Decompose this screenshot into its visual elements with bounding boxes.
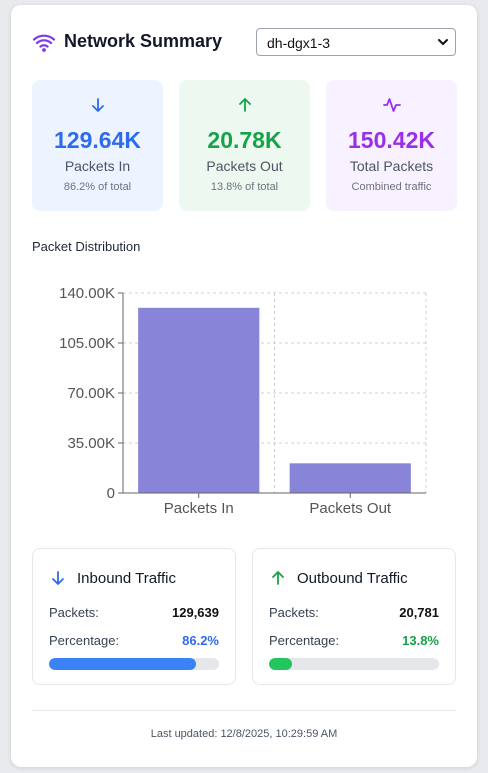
y-tick-label: 70.00K (67, 385, 115, 402)
host-select[interactable]: dh-dgx1-3 (256, 28, 456, 56)
y-tick-label: 105.00K (59, 335, 115, 352)
inbound-progress-bar (49, 658, 219, 670)
stat-packets-out: 20.78K Packets Out 13.8% of total (179, 80, 310, 211)
stat-label: Packets In (64, 158, 131, 174)
bar-packets-in (138, 307, 260, 493)
outbound-traffic-card: Outbound Traffic Packets: 20,781 Percent… (252, 548, 456, 685)
percentage-value: 13.8% (402, 633, 439, 648)
inbound-progress-fill (49, 658, 196, 670)
packets-value: 129,639 (172, 605, 219, 620)
stat-label: Packets Out (206, 158, 283, 174)
wifi-icon (32, 34, 56, 52)
arrow-down-icon (91, 98, 104, 112)
packets-label: Packets: (269, 605, 319, 620)
y-tick-label: 35.00K (67, 435, 115, 452)
stat-subtext: 13.8% of total (210, 181, 279, 193)
inbound-traffic-card: Inbound Traffic Packets: 129,639 Percent… (32, 548, 236, 685)
outbound-title: Outbound Traffic (297, 570, 408, 587)
host-select-value: dh-dgx1-3 (267, 35, 331, 51)
arrow-up-icon (272, 571, 284, 585)
percentage-label: Percentage: (49, 633, 120, 648)
percentage-value: 86.2% (182, 633, 219, 648)
chart-title: Packet Distribution (32, 239, 141, 254)
page-title: Network Summary (64, 31, 223, 51)
divider (32, 710, 456, 711)
outbound-progress-bar (269, 658, 439, 670)
chevron-down-icon (438, 39, 448, 45)
outbound-progress-fill (269, 658, 293, 670)
last-updated: Last updated: 12/8/2025, 10:29:59 AM (150, 728, 338, 740)
network-summary-card: Network Summary dh-dgx1-3 129.64K Packet… (11, 5, 477, 767)
packets-label: Packets: (49, 605, 99, 620)
y-tick-label: 0 (107, 485, 115, 502)
stat-value: 129.64K (54, 127, 141, 153)
packets-value: 20,781 (399, 605, 439, 620)
stat-value: 150.42K (348, 127, 435, 153)
bar-packets-out (289, 463, 411, 493)
percentage-label: Percentage: (269, 633, 340, 648)
stat-value: 20.78K (207, 127, 282, 153)
stat-label: Total Packets (349, 158, 434, 174)
arrow-up-icon (238, 98, 251, 112)
stat-subtext: Combined traffic (351, 181, 432, 193)
packet-distribution-chart: 0 35.00K 70.00K 105.00K 140.00K Packets In Pac… (59, 285, 427, 517)
inbound-title: Inbound Traffic (77, 570, 176, 587)
stat-packets-in: 129.64K Packets In 86.2% of total (32, 80, 163, 211)
arrow-down-icon (52, 571, 64, 585)
x-tick-label: Packets Out (309, 500, 392, 517)
y-tick-label: 140.00K (59, 285, 115, 302)
stat-subtext: 86.2% of total (63, 181, 132, 193)
x-tick-label: Packets In (164, 500, 234, 517)
stat-total-packets: 150.42K Total Packets Combined traffic (326, 80, 457, 211)
header: Network Summary dh-dgx1-3 (32, 27, 456, 57)
activity-icon (382, 98, 401, 112)
